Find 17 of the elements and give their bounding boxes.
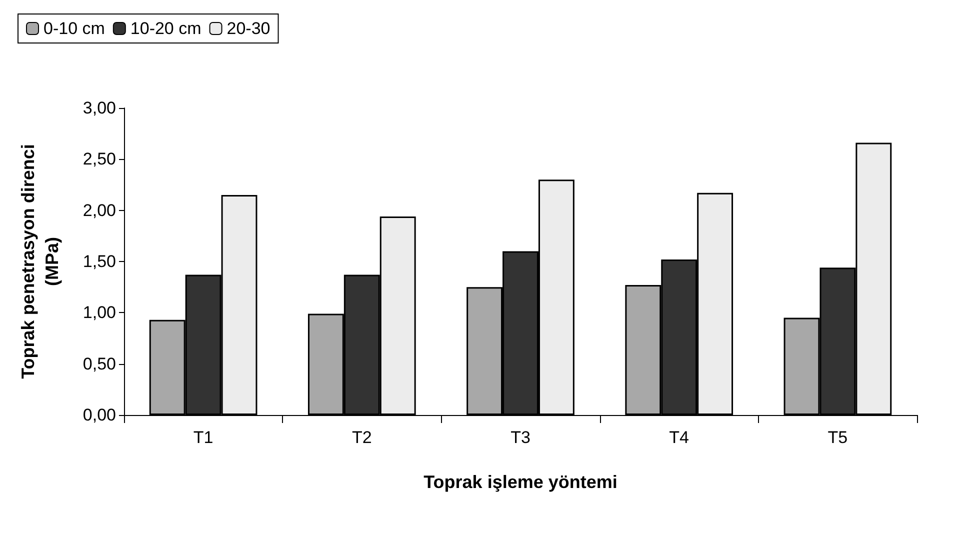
y-tick-label: 2,00	[82, 200, 116, 220]
x-tick-label: T1	[193, 428, 214, 447]
x-tick-label: T4	[669, 428, 690, 447]
y-tick-label: 1,50	[82, 252, 116, 271]
x-tick-label: T2	[352, 428, 372, 447]
legend-label: 0-10 cm	[44, 19, 105, 38]
x-tick-label: T5	[828, 428, 848, 447]
x-axis-title: Toprak işleme yöntemi	[424, 472, 618, 492]
y-tick-label: 0,50	[82, 354, 116, 374]
y-tick-label: 2,50	[82, 150, 116, 169]
y-tick-label: 3,00	[82, 98, 116, 118]
legend-label: 10-20 cm	[130, 19, 202, 38]
y-axis-title: Toprak penetrasyon direnci (MPa)	[18, 144, 62, 379]
x-tick-label: T3	[510, 428, 530, 447]
y-tick-label: 0,00	[82, 406, 116, 424]
legend-label: 20-30	[226, 19, 270, 38]
y-tick-label: 1,00	[82, 303, 116, 322]
